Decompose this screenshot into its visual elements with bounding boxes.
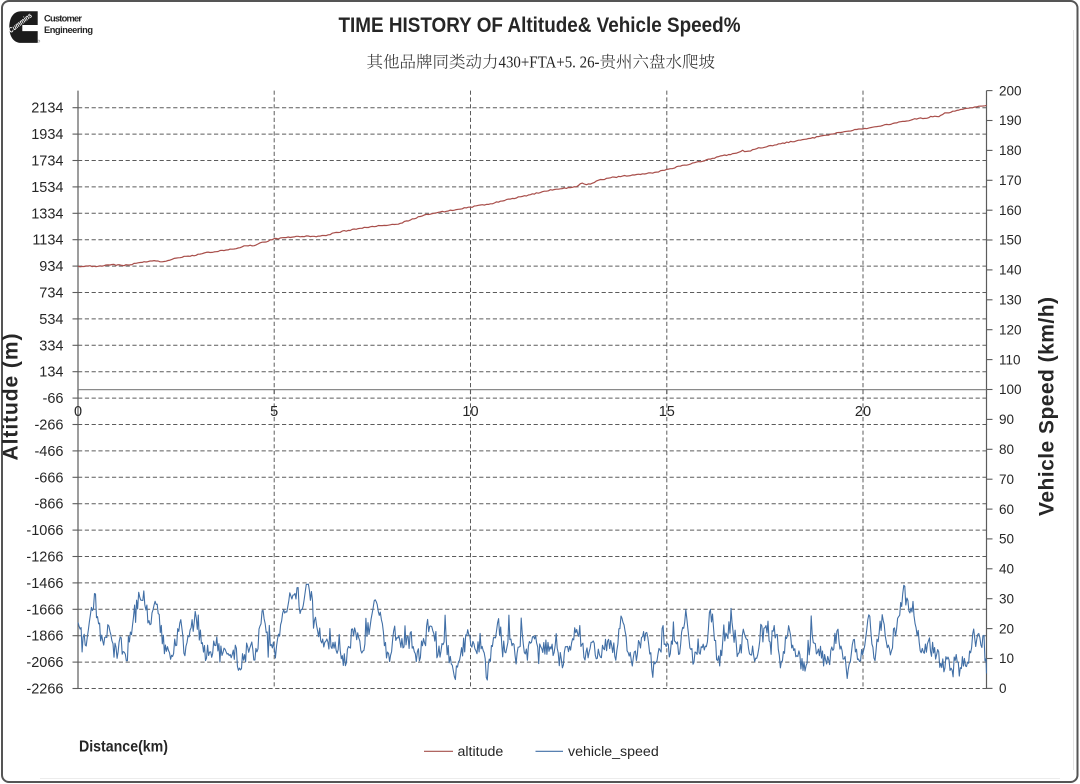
svg-text:TIME HISTORY OF Altitude& Vehi: TIME HISTORY OF Altitude& Vehicle Speed% xyxy=(339,14,741,37)
svg-text:180: 180 xyxy=(999,143,1022,158)
svg-text:140: 140 xyxy=(999,263,1022,278)
svg-text:50: 50 xyxy=(999,532,1014,547)
svg-text:134: 134 xyxy=(39,365,63,381)
svg-text:-1866: -1866 xyxy=(26,629,63,645)
svg-text:-666: -666 xyxy=(34,470,63,486)
svg-text:Vehicle Speed (km/h): Vehicle Speed (km/h) xyxy=(1036,297,1059,516)
svg-text:534: 534 xyxy=(39,312,63,328)
svg-text:Customer: Customer xyxy=(44,14,82,24)
svg-text:10: 10 xyxy=(999,651,1014,666)
svg-text:150: 150 xyxy=(999,233,1022,248)
svg-text:200: 200 xyxy=(999,83,1022,98)
svg-text:15: 15 xyxy=(659,404,675,420)
svg-text:5: 5 xyxy=(270,404,278,420)
svg-text:1134: 1134 xyxy=(32,233,63,249)
svg-text:1334: 1334 xyxy=(31,206,63,222)
svg-text:160: 160 xyxy=(999,203,1022,218)
svg-text:-1266: -1266 xyxy=(26,550,63,566)
svg-text:-2066: -2066 xyxy=(26,655,63,671)
svg-text:1934: 1934 xyxy=(31,127,63,143)
svg-text:Altitude (m): Altitude (m) xyxy=(0,334,23,461)
svg-text:110: 110 xyxy=(999,352,1021,367)
svg-text:70: 70 xyxy=(999,472,1014,487)
svg-text:2134: 2134 xyxy=(31,101,63,117)
svg-text:334: 334 xyxy=(39,338,63,354)
svg-text:734: 734 xyxy=(39,286,63,302)
svg-text:Distance(km): Distance(km) xyxy=(79,739,168,756)
svg-text:1534: 1534 xyxy=(31,180,63,196)
svg-text:-266: -266 xyxy=(34,418,63,434)
svg-text:altitude: altitude xyxy=(458,744,504,760)
svg-text:-866: -866 xyxy=(34,497,63,513)
svg-text:40: 40 xyxy=(999,562,1014,577)
svg-text:0: 0 xyxy=(999,681,1007,696)
svg-text:-2266: -2266 xyxy=(26,682,63,698)
svg-text:-1066: -1066 xyxy=(26,523,63,539)
svg-text:-1466: -1466 xyxy=(26,576,63,592)
svg-text:-66: -66 xyxy=(43,391,64,407)
svg-text:934: 934 xyxy=(39,259,63,275)
svg-text:10: 10 xyxy=(462,404,478,420)
svg-text:20: 20 xyxy=(999,621,1014,636)
svg-text:0: 0 xyxy=(74,404,82,420)
svg-text:20: 20 xyxy=(855,404,871,420)
svg-text:100: 100 xyxy=(999,382,1022,397)
svg-text:120: 120 xyxy=(999,322,1022,337)
svg-text:30: 30 xyxy=(999,591,1014,606)
svg-text:190: 190 xyxy=(999,113,1022,128)
svg-text:vehicle_speed: vehicle_speed xyxy=(568,744,659,760)
svg-text:1734: 1734 xyxy=(31,154,63,170)
svg-text:170: 170 xyxy=(999,173,1022,188)
svg-text:60: 60 xyxy=(999,502,1014,517)
svg-text:90: 90 xyxy=(999,412,1014,427)
svg-text:-466: -466 xyxy=(34,444,63,460)
svg-text:430+FTA+5. 26-: 430+FTA+5. 26- xyxy=(499,53,600,72)
svg-text:130: 130 xyxy=(999,293,1022,308)
svg-text:80: 80 xyxy=(999,442,1014,457)
svg-text:Engineering: Engineering xyxy=(44,25,93,35)
svg-text:-1666: -1666 xyxy=(26,602,63,618)
